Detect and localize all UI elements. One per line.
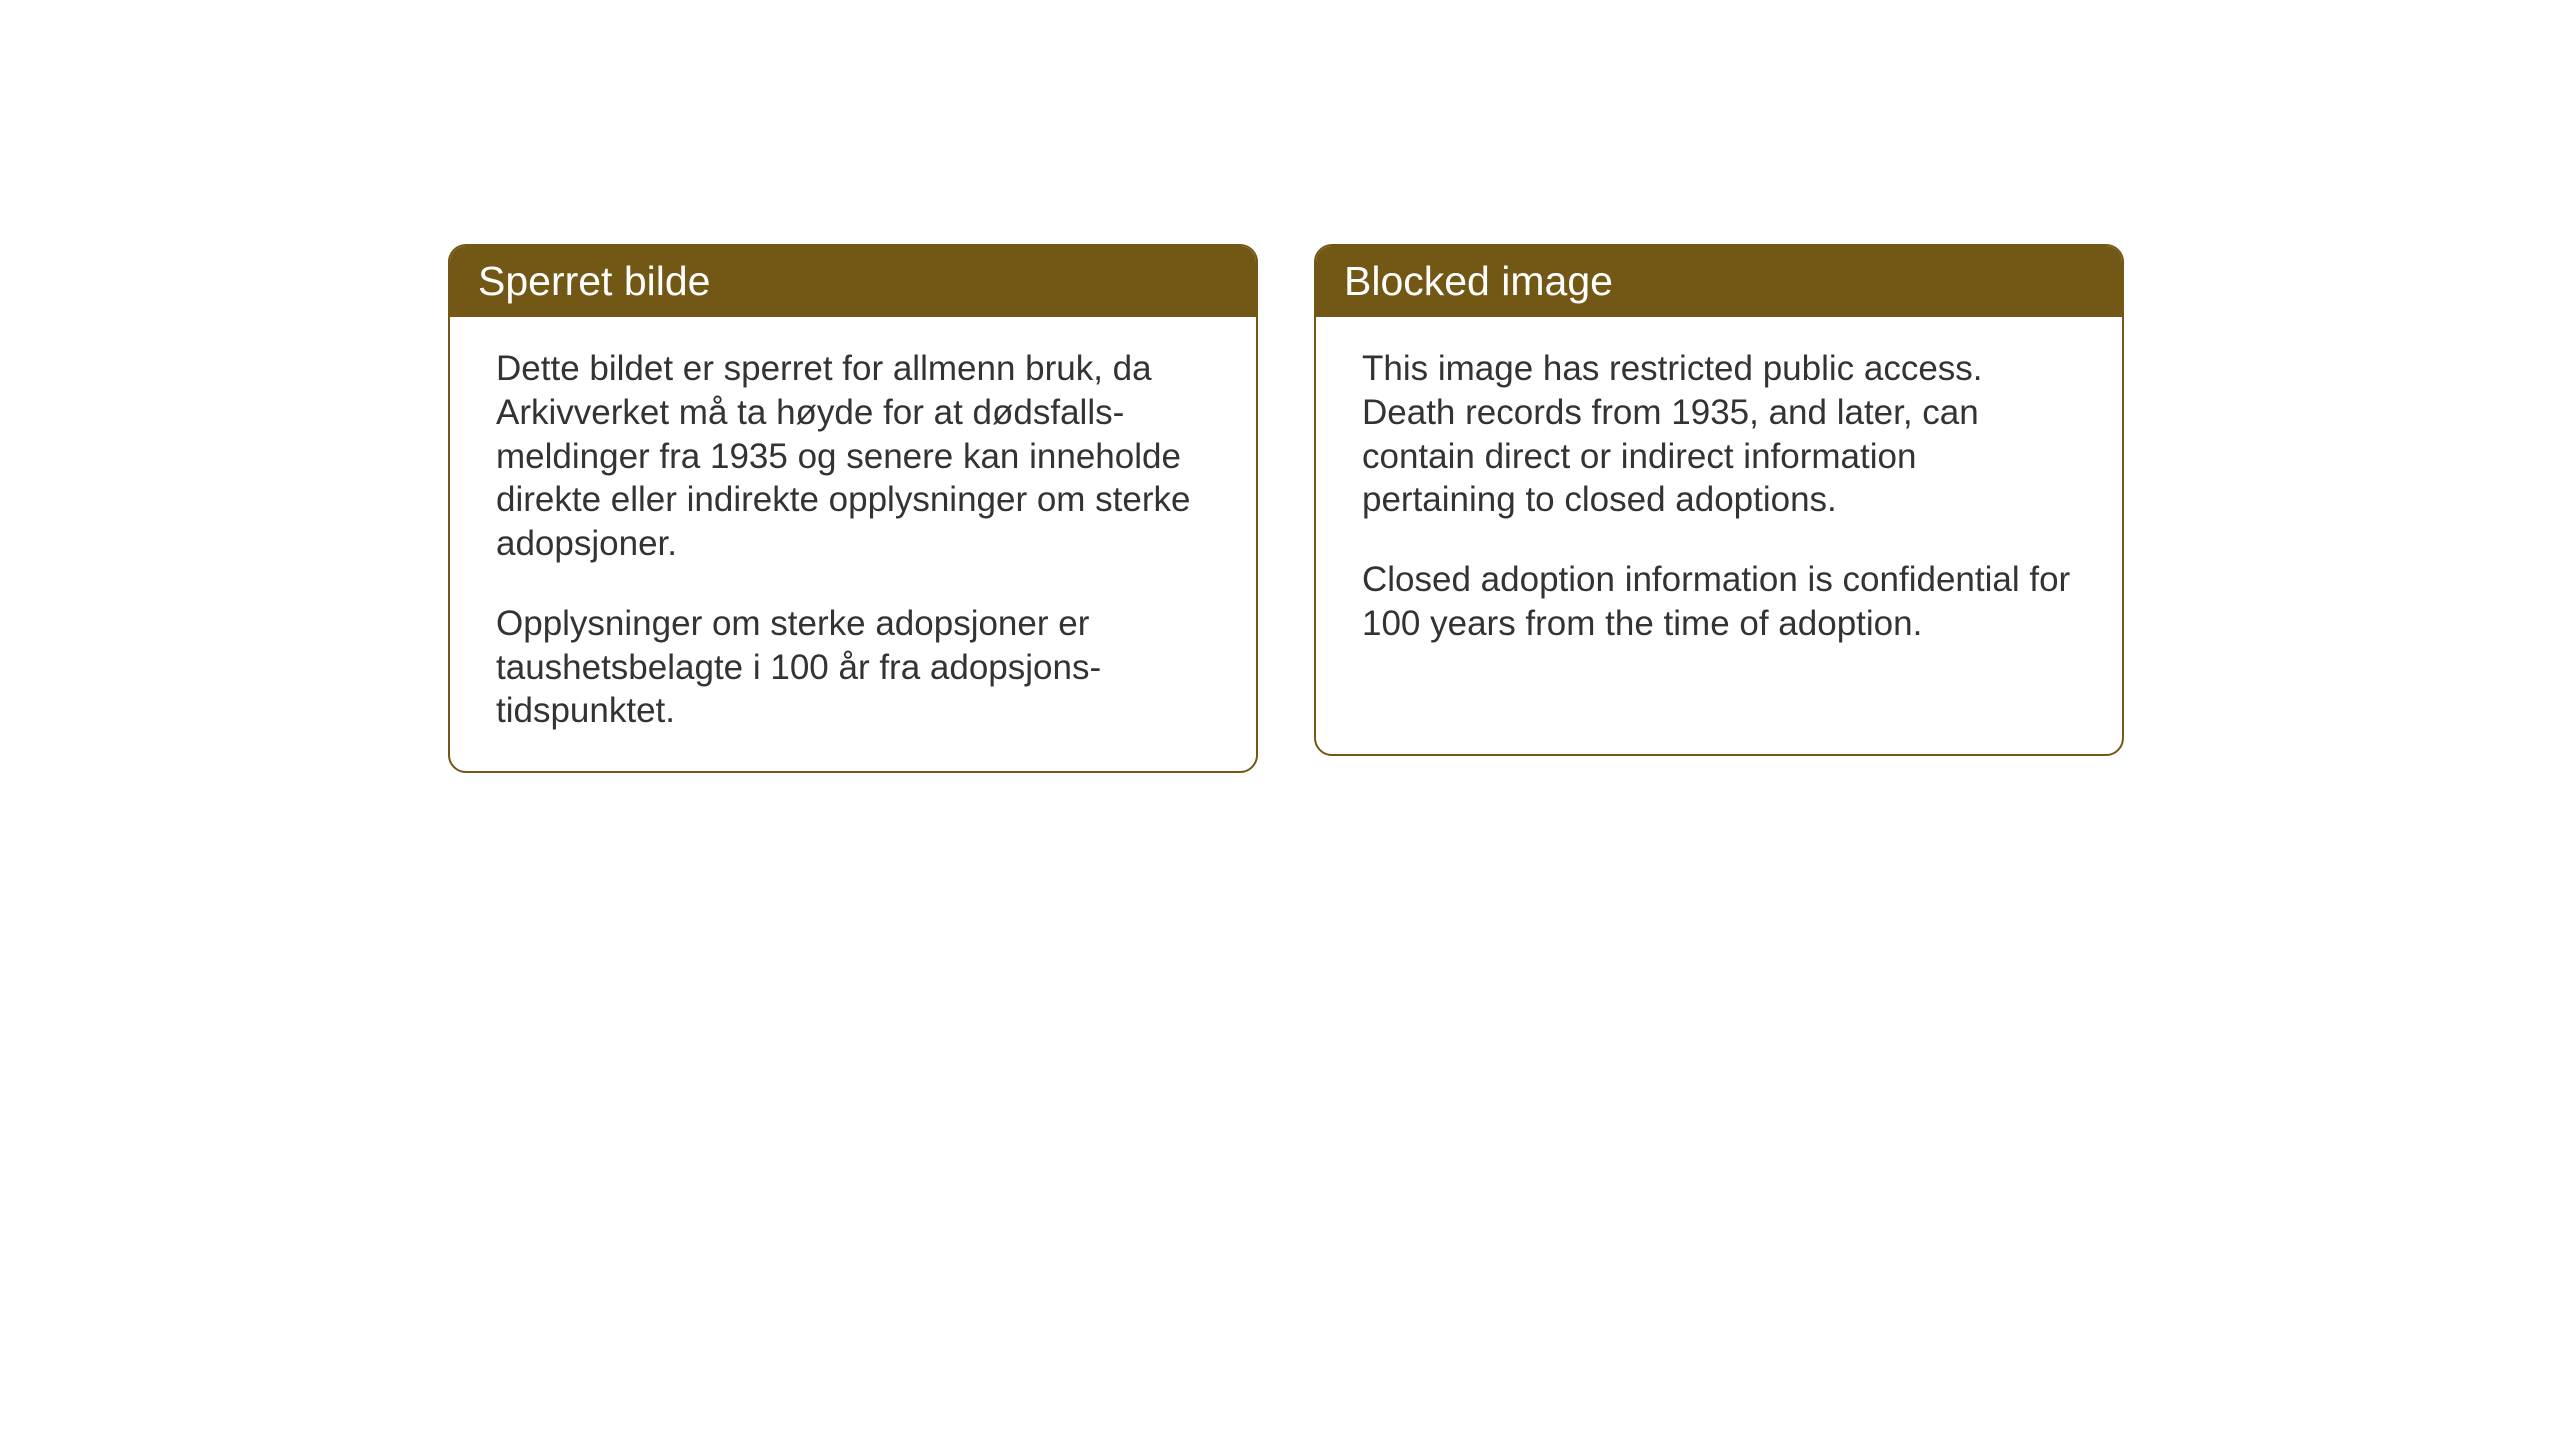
card-english-paragraph-2: Closed adoption information is confident… [1362, 558, 2076, 646]
card-english-body: This image has restricted public access.… [1316, 317, 2122, 684]
card-norwegian: Sperret bilde Dette bildet er sperret fo… [448, 244, 1258, 773]
card-english-header: Blocked image [1316, 246, 2122, 317]
card-english-paragraph-1: This image has restricted public access.… [1362, 347, 2076, 522]
card-norwegian-paragraph-1: Dette bildet er sperret for allmenn bruk… [496, 347, 1210, 566]
card-english-title: Blocked image [1344, 258, 1613, 304]
card-english: Blocked image This image has restricted … [1314, 244, 2124, 756]
card-norwegian-header: Sperret bilde [450, 246, 1256, 317]
card-norwegian-paragraph-2: Opplysninger om sterke adopsjoner er tau… [496, 602, 1210, 733]
card-norwegian-body: Dette bildet er sperret for allmenn bruk… [450, 317, 1256, 771]
cards-container: Sperret bilde Dette bildet er sperret fo… [448, 244, 2124, 773]
card-norwegian-title: Sperret bilde [478, 258, 710, 304]
